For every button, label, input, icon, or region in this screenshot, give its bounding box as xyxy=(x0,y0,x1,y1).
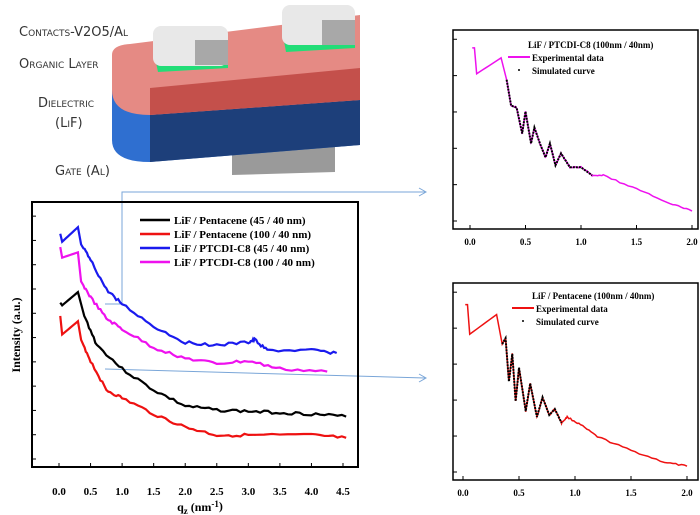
legend-swatch xyxy=(522,320,524,322)
legend-label: Simulated curve xyxy=(536,317,599,327)
series-line xyxy=(59,315,347,439)
x-tick-label: 4.5 xyxy=(336,486,350,498)
x-axis-label-part: ) xyxy=(219,499,223,513)
legend-label: LiF / Pentacene (100 / 40 nm) xyxy=(174,229,311,241)
x-tick-label: 2.5 xyxy=(210,486,224,498)
label-organic-layer: Organic Layer xyxy=(19,57,99,72)
plot-frame xyxy=(31,201,359,468)
x-tick-label: 2.0 xyxy=(681,488,693,498)
series-line xyxy=(505,79,593,177)
device-schematic xyxy=(112,5,360,175)
x-tick-label: 4.0 xyxy=(305,486,319,498)
x-tick-label: 0.5 xyxy=(84,486,98,498)
label-contacts: Contacts-V2O5/Al xyxy=(19,25,129,40)
x-axis-label-part: (nm xyxy=(188,500,212,514)
x-axis-label-part: z xyxy=(184,506,188,515)
series-line xyxy=(465,303,688,467)
chart-2: 0.0 0.5 1.0 1.5 2.0 LiF / Pentacene (100nm / … xyxy=(452,282,699,498)
x-tick-label: 1.0 xyxy=(115,486,129,498)
x-tick-label: 2.0 xyxy=(178,486,192,498)
chart-1: 0.0 0.5 1.0 1.5 2.0 LiF / PTCDI-C8 (100nm / 4… xyxy=(452,29,699,247)
series-line xyxy=(472,47,693,212)
x-tick-label: 0.0 xyxy=(464,237,476,247)
x-axis-label-part: q xyxy=(177,500,184,514)
series-line xyxy=(59,225,338,355)
series-line xyxy=(501,334,563,424)
x-tick-label: 3.0 xyxy=(241,486,255,498)
x-axis-label-part: -1 xyxy=(211,499,219,509)
legend-swatch xyxy=(518,69,520,71)
legend-label: Experimental data xyxy=(536,304,608,314)
x-tick-label: 2.0 xyxy=(686,237,698,247)
legend-label: Simulated curve xyxy=(532,66,595,76)
series-line xyxy=(59,290,347,418)
connector-line xyxy=(104,368,426,379)
label-dielectric: Dielectric xyxy=(38,96,95,111)
y-axis-label: Intensity (a.u.) xyxy=(9,297,23,372)
contact-right xyxy=(282,5,355,52)
inset-title: LiF / Pentacene (100nm / 40nm) xyxy=(532,291,654,301)
x-tick-label: 0.5 xyxy=(520,237,532,247)
legend-label: LiF / PTCDI-C8 (100 / 40 nm) xyxy=(174,257,315,269)
legend-label: Experimental data xyxy=(532,53,604,63)
x-tick-label: 1.5 xyxy=(625,488,637,498)
x-tick-label: 0.0 xyxy=(457,488,469,498)
x-tick-label: 1.0 xyxy=(569,488,581,498)
x-tick-label: 0.5 xyxy=(513,488,525,498)
x-tick-label: 1.0 xyxy=(575,237,587,247)
chart-0: 0.0 0.5 1.0 1.5 2.0 2.5 3.0 3.5 4.0 4.5 LiF / Pent… xyxy=(9,201,359,515)
legend-label: LiF / Pentacene (45 / 40 nm) xyxy=(174,215,306,227)
x-tick-label: 1.5 xyxy=(147,486,161,498)
inset-title: LiF / PTCDI-C8 (100nm / 40nm) xyxy=(528,40,653,50)
x-axis-label: qz (nm-1) xyxy=(177,499,223,515)
legend-label: LiF / PTCDI-C8 (45 / 40 nm) xyxy=(174,243,310,255)
arrow-head xyxy=(418,373,428,383)
plot-frame xyxy=(452,29,699,230)
label-gate: Gate (Al) xyxy=(55,164,110,179)
label-lif: (LiF) xyxy=(55,116,83,131)
x-tick-label: 3.5 xyxy=(273,486,287,498)
contact-left xyxy=(153,26,228,72)
connector-line xyxy=(105,191,425,305)
dielectric-layer-front xyxy=(150,100,360,162)
x-tick-label: 0.0 xyxy=(52,486,66,498)
arrow-head xyxy=(418,187,428,197)
organic-layer-front xyxy=(150,68,360,115)
x-tick-label: 1.5 xyxy=(631,237,643,247)
series-line xyxy=(59,246,328,373)
